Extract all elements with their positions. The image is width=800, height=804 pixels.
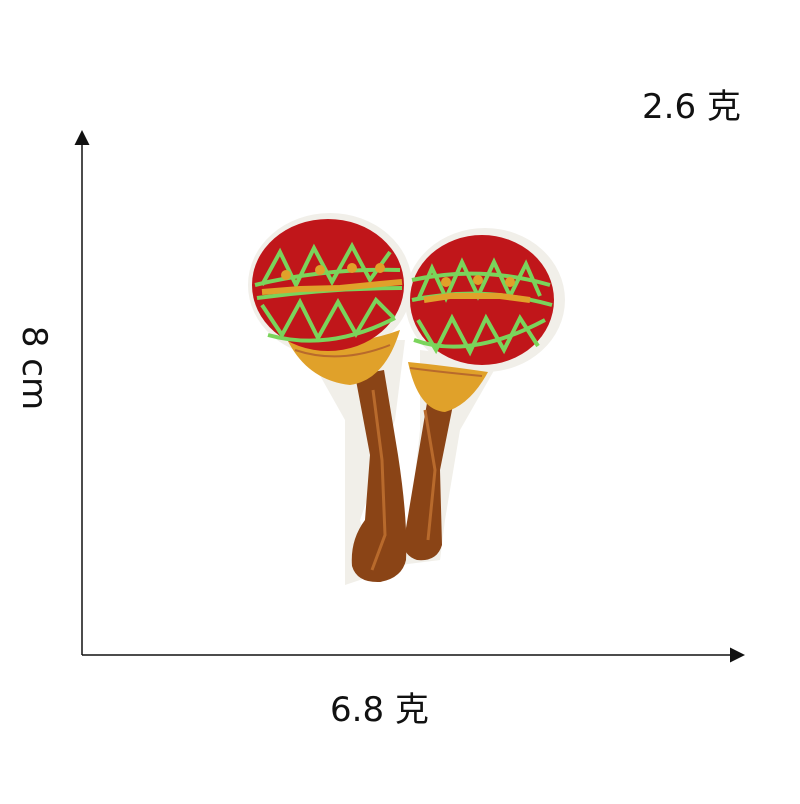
height-label: 8 cm [14, 325, 54, 411]
top-right-label: 2.6 克 [642, 87, 741, 127]
bottom-label: 6.8 克 [330, 690, 429, 730]
maraca-right [403, 235, 554, 561]
maracas-patch-icon [248, 213, 565, 585]
maraca-left [252, 219, 407, 583]
